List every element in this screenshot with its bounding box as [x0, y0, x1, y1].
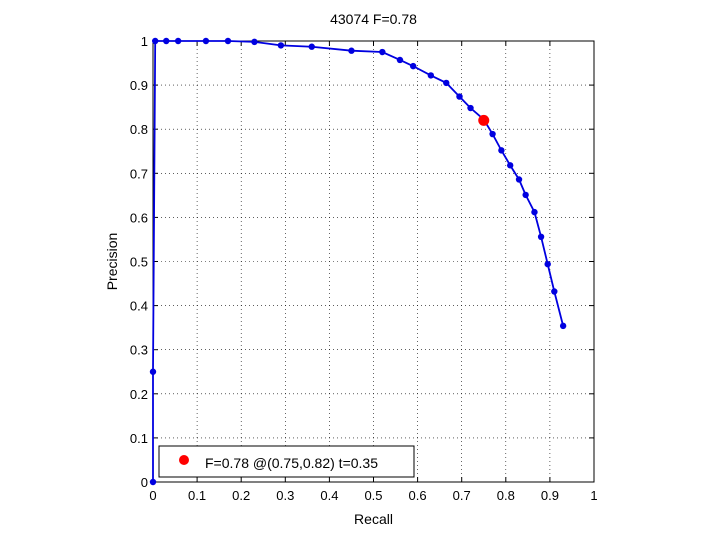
y-tick-label: 0.2 — [130, 387, 148, 402]
data-point — [224, 37, 232, 45]
data-point — [149, 478, 157, 486]
best-point-layer — [478, 114, 490, 126]
y-tick-label: 0.8 — [130, 122, 148, 137]
x-tick-label: 0.5 — [364, 488, 382, 503]
y-tick-label: 0.5 — [130, 255, 148, 270]
x-tick-label: 0.2 — [232, 488, 250, 503]
data-point — [522, 191, 529, 199]
data-point — [467, 104, 474, 112]
x-axis-label: Recall — [354, 511, 393, 527]
data-point — [544, 260, 551, 268]
data-point — [379, 48, 386, 56]
data-point — [507, 162, 514, 169]
y-tick-label: 1 — [141, 34, 148, 49]
data-point — [531, 208, 538, 216]
data-point — [559, 322, 567, 330]
data-point — [489, 130, 496, 138]
x-tick-label: 0.8 — [497, 488, 515, 503]
x-tick-label: 0.4 — [320, 488, 338, 503]
data-point — [348, 47, 355, 54]
data-point — [551, 288, 558, 295]
x-tick-label: 0.1 — [188, 488, 206, 503]
data-point — [456, 93, 463, 100]
legend: F=0.78 @(0.75,0.82) t=0.35 — [158, 445, 415, 478]
data-point — [409, 62, 417, 70]
y-tick-label: 0.1 — [130, 431, 148, 446]
y-tick-label: 0.3 — [130, 343, 148, 358]
x-tick-label: 0 — [149, 488, 156, 503]
series-layer — [149, 37, 567, 486]
data-point — [174, 37, 182, 45]
x-tick-label: 0.6 — [409, 488, 427, 503]
data-point — [251, 38, 258, 46]
x-tick-label: 0.9 — [541, 488, 559, 503]
data-point — [308, 43, 315, 50]
data-point — [443, 79, 450, 87]
data-point — [202, 37, 210, 45]
best-f-point — [478, 114, 490, 126]
data-point — [396, 56, 404, 64]
x-tick-label: 0.3 — [276, 488, 294, 503]
legend-marker — [179, 455, 189, 465]
data-point — [277, 42, 285, 49]
x-tick-label: 0.7 — [453, 488, 471, 503]
y-tick-label: 0.4 — [130, 299, 148, 314]
y-tick-label: 0 — [141, 475, 148, 490]
y-tick-label: 0.7 — [130, 166, 148, 181]
legend-box — [158, 445, 415, 478]
data-point — [427, 72, 435, 79]
y-tick-label: 0.6 — [130, 210, 148, 225]
grid-lines — [153, 41, 594, 482]
y-tick-label: 0.9 — [130, 78, 148, 93]
data-point — [515, 176, 523, 183]
data-point — [149, 368, 157, 375]
y-axis-label: Precision — [104, 233, 120, 291]
axis-ticks: 0 0.1 0.2 0.3 0.4 0.5 0.6 0.7 0.8 0.9 1 0 0.1 0.2 0.3 0… — [130, 34, 598, 503]
data-point — [537, 233, 545, 241]
data-point — [163, 37, 170, 45]
legend-label: F=0.78 @(0.75,0.82) t=0.35 — [205, 455, 378, 471]
data-point — [152, 37, 159, 45]
chart-title: 43074 F=0.78 — [330, 11, 417, 27]
x-tick-label: 1 — [590, 488, 597, 503]
data-point — [498, 147, 505, 154]
